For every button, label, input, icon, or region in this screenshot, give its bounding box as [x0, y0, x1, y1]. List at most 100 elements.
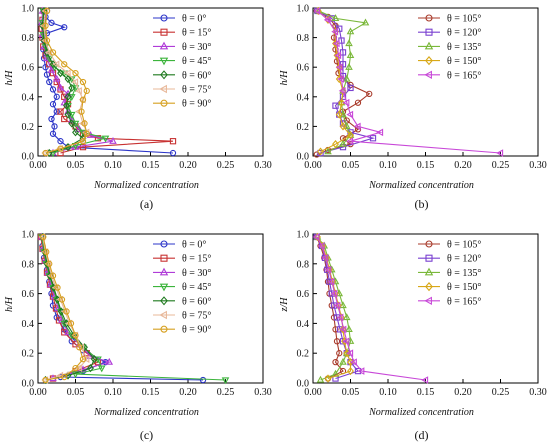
y-axis-label: h/H [4, 70, 15, 86]
data-point [349, 358, 357, 366]
data-point [346, 110, 354, 119]
data-point [199, 376, 207, 384]
x-tick-label: 0.00 [304, 160, 322, 171]
series-line [40, 236, 100, 380]
y-tick-label: 0.4 [22, 319, 35, 330]
x-axis-label: Normalized concentration [368, 407, 474, 418]
data-point [361, 18, 370, 26]
chart-panel-3: 0.00 0.05 0.10 0.15 0.20 0.25 0.30 0.0 0.2 0.4 0.6… [4, 230, 272, 443]
legend-marker [425, 240, 433, 248]
data-point [496, 149, 504, 157]
x-tick-label: 0.05 [67, 387, 85, 398]
legend-marker [159, 283, 169, 292]
data-point [333, 338, 341, 345]
x-tick-label: 0.15 [142, 160, 160, 171]
series-1 [40, 7, 177, 157]
data-point [346, 51, 355, 58]
legend-entry: θ = 15° [182, 28, 211, 39]
data-point [321, 254, 329, 262]
data-point [332, 326, 339, 333]
x-axis-label: Normalized concentration [368, 180, 474, 191]
data-point [369, 135, 377, 142]
data-point [101, 135, 110, 143]
legend-entry: θ = 105° [447, 14, 481, 25]
y-tick-label: 0.6 [297, 289, 310, 300]
data-point [330, 302, 338, 309]
y-tick-label: 0.6 [297, 63, 310, 74]
legend-marker [160, 99, 168, 107]
data-point [57, 145, 64, 152]
data-point [87, 363, 94, 373]
data-point [48, 19, 55, 26]
data-point [82, 355, 90, 363]
chart-panel-1: 0.00 0.05 0.10 0.15 0.20 0.25 0.30 0.0 0.2 0.4 0.6… [4, 4, 272, 212]
legend-entry: θ = 60° [182, 70, 211, 81]
data-point [64, 371, 72, 380]
plot-frame [37, 233, 264, 384]
series-1 [313, 7, 373, 158]
data-point [79, 356, 87, 363]
data-point [346, 27, 355, 35]
y-tick-label: 0.8 [297, 33, 310, 44]
x-tick-label: 0.15 [417, 160, 435, 171]
data-point [43, 71, 51, 78]
data-point [49, 101, 57, 108]
legend-marker [425, 28, 433, 36]
y-tick-label: 0.6 [22, 289, 35, 300]
data-point [43, 54, 51, 61]
data-point [48, 115, 55, 123]
legend-marker [159, 267, 169, 276]
legend-marker [160, 296, 168, 306]
data-point [52, 74, 61, 82]
data-point [42, 149, 49, 157]
legend-marker [159, 310, 167, 320]
y-tick-label: 0.4 [297, 319, 310, 330]
data-point [70, 331, 78, 340]
x-tick-label: 0.15 [142, 387, 160, 398]
data-point [221, 377, 230, 385]
data-point [81, 343, 88, 352]
data-point [339, 338, 347, 345]
series-line [318, 10, 368, 153]
data-point [339, 325, 347, 334]
y-tick-label: 0.8 [22, 259, 35, 270]
data-point [90, 355, 98, 364]
x-tick-label: 0.15 [417, 387, 435, 398]
y-tick-label: 0.2 [22, 349, 35, 360]
x-tick-label: 0.10 [379, 387, 397, 398]
data-point [338, 87, 346, 95]
data-point [42, 22, 49, 29]
y-tick-label: 0.0 [22, 379, 35, 390]
x-tick-label: 0.00 [29, 387, 47, 398]
legend-entry: θ = 90° [182, 325, 211, 336]
legend-marker [159, 84, 167, 94]
data-point [337, 75, 345, 83]
legend-entry: θ = 120° [447, 254, 481, 265]
x-tick-label: 0.00 [304, 387, 322, 398]
data-point [49, 130, 57, 137]
data-point [43, 37, 51, 44]
x-tick-label: 0.05 [67, 160, 85, 171]
data-point [333, 314, 341, 321]
data-point [354, 99, 362, 106]
data-point [83, 130, 90, 137]
legend-marker [425, 254, 433, 262]
data-point [339, 61, 347, 68]
legend-marker [160, 28, 168, 36]
data-point [339, 139, 347, 147]
x-tick-label: 0.10 [104, 160, 122, 171]
legend: θ = 0° θ = 15° θ = 30° θ = 45° θ = 60° θ = 75… [153, 240, 211, 336]
x-tick-label: 0.20 [454, 160, 472, 171]
data-point [354, 367, 362, 375]
x-tick-label: 0.25 [217, 387, 235, 398]
data-point [47, 65, 56, 73]
series-3 [37, 232, 114, 382]
data-point [169, 138, 177, 145]
legend: θ = 0° θ = 15° θ = 30° θ = 45° θ = 60° θ = 75… [153, 14, 211, 110]
data-point [76, 344, 83, 351]
data-point [169, 149, 177, 157]
data-point [317, 242, 325, 250]
data-point [61, 115, 68, 123]
legend-marker [159, 57, 169, 66]
data-point [346, 131, 355, 138]
